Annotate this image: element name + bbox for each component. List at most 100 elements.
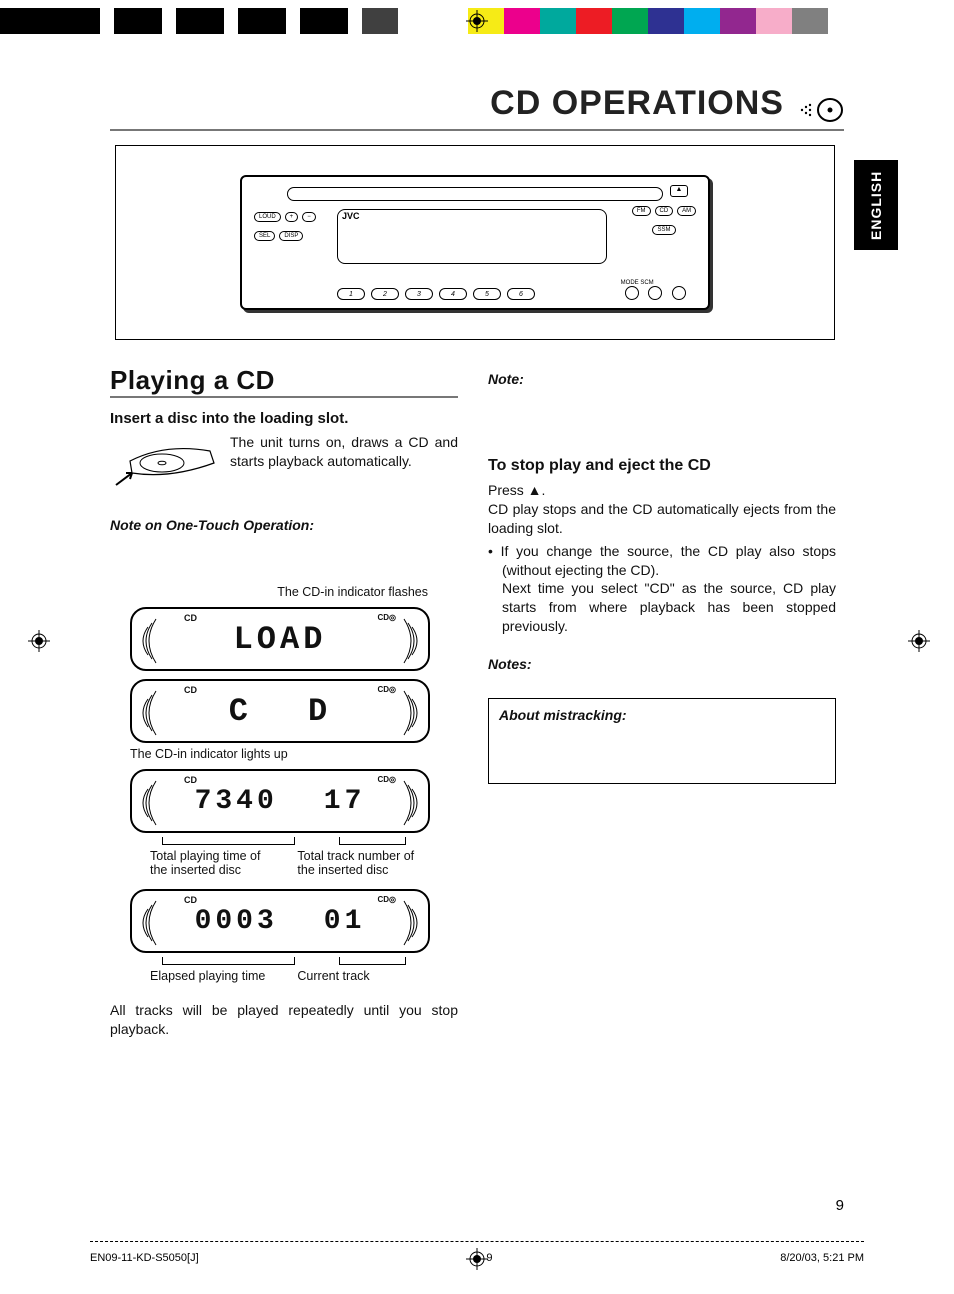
mode-scm-row: MODE SCM — [621, 280, 690, 302]
color-swatch — [176, 8, 224, 34]
stereo-left-btn: LOUD — [254, 212, 281, 222]
color-swatch — [720, 8, 756, 34]
lcd-left-arc-icon — [138, 899, 160, 947]
color-swatch — [828, 8, 928, 34]
note-heading: Note: — [488, 371, 836, 387]
preset-num: 3 — [405, 288, 433, 300]
right-button-cluster: FM CDAMSSM — [628, 199, 700, 237]
lcd-elapsed: CD CD◎ 0003 01 — [130, 889, 430, 953]
stop-eject-heading: To stop play and eject the CD — [488, 457, 836, 475]
li1-text: If you change the source, the CD play al… — [501, 543, 836, 578]
stereo-illustration-box: ▲ JVC LOUD+−SELDISP FMCDAMSSM 123456 MOD… — [115, 145, 835, 340]
registration-mark-icon — [908, 630, 930, 652]
cd-icon — [798, 97, 844, 123]
caption-total-time: Total playing time of the inserted disc — [150, 849, 271, 877]
stereo-left-btn: DISP — [279, 231, 303, 241]
color-swatch — [792, 8, 828, 34]
stereo-right-btn: FM — [632, 206, 651, 216]
one-touch-note-heading: Note on One-Touch Operation: — [110, 517, 458, 533]
left-button-cluster: LOUD+−SELDISP — [252, 205, 327, 277]
stereo-right-btn: CD — [655, 206, 674, 216]
lcd-total-tracks: 17 — [324, 786, 366, 817]
cd-in-icon: CD◎ — [377, 775, 396, 784]
footer-datetime: 8/20/03, 5:21 PM — [780, 1252, 864, 1264]
brand-label: JVC — [342, 211, 360, 221]
mistracking-box: About mistracking: — [488, 698, 836, 784]
lcd-cd-d: D — [308, 693, 331, 730]
lcd-current-track: 01 — [324, 906, 366, 937]
lcd-cd-label: CD — [184, 685, 197, 695]
color-swatch — [100, 8, 114, 34]
lcd-cd-label: CD — [184, 613, 197, 623]
press-eject: Press ▲. — [488, 481, 836, 500]
color-swatch — [684, 8, 720, 34]
cd-slot — [287, 187, 663, 201]
color-swatch — [286, 8, 300, 34]
footer-doc-id: EN09-11-KD-S5050[J] — [90, 1252, 199, 1264]
color-swatch — [300, 8, 348, 34]
left-column: Playing a CD Insert a disc into the load… — [110, 365, 458, 1039]
color-swatch — [648, 8, 684, 34]
lcd-cd-label: CD — [184, 775, 197, 785]
caption-total-tracks: Total track number of the inserted disc — [297, 849, 418, 877]
stereo-left-btn: SEL — [254, 231, 275, 241]
color-swatch — [398, 8, 468, 34]
caption-current-track: Current track — [297, 969, 418, 983]
page-number: 9 — [836, 1197, 844, 1214]
eject-button-icon: ▲ — [670, 185, 688, 197]
color-swatch — [756, 8, 792, 34]
lcd-elapsed-time: 0003 — [195, 906, 278, 937]
lcd-left-arc-icon — [138, 779, 160, 827]
footer: EN09-11-KD-S5050[J] 9 8/20/03, 5:21 PM — [90, 1241, 864, 1264]
lcd-cd-c: C — [229, 693, 252, 730]
color-swatch — [362, 8, 398, 34]
insert-disc-text: The unit turns on, draws a CD and starts… — [230, 433, 458, 493]
power-knob-icon — [672, 286, 686, 300]
registration-mark-icon — [28, 630, 50, 652]
lcd-load: CD CD◎ LOAD — [130, 607, 430, 671]
mode-knob-icon — [625, 286, 639, 300]
mistracking-title: About mistracking: — [499, 707, 825, 723]
lcd-cd: CD CD◎ C D — [130, 679, 430, 743]
color-swatch — [114, 8, 162, 34]
language-tab: ENGLISH — [854, 160, 898, 250]
footer-page: 9 — [486, 1252, 492, 1264]
stereo-right-btn: AM — [677, 206, 696, 216]
color-swatch — [540, 8, 576, 34]
playing-cd-heading: Playing a CD — [110, 365, 458, 398]
lcd-load-text: LOAD — [234, 621, 327, 658]
color-swatch — [162, 8, 176, 34]
color-swatch — [612, 8, 648, 34]
lcd-left-arc-icon — [138, 617, 160, 665]
lcd-right-arc-icon — [400, 899, 422, 947]
right-column: Note: To stop play and eject the CD Pres… — [488, 365, 836, 1039]
repeat-play-note: All tracks will be played repeatedly unt… — [110, 1001, 458, 1039]
mode-labels: MODE SCM — [621, 280, 654, 286]
preset-num: 5 — [473, 288, 501, 300]
insert-disc-subhead: Insert a disc into the loading slot. — [110, 410, 458, 427]
cd-in-icon: CD◎ — [377, 895, 396, 904]
stereo-display — [337, 209, 607, 264]
stereo-left-btn: + — [285, 212, 299, 222]
cd-in-lights-caption: The CD-in indicator lights up — [130, 747, 438, 761]
color-swatch — [576, 8, 612, 34]
cd-in-lit-icon: CD◎ — [377, 685, 396, 694]
lcd-right-arc-icon — [400, 779, 422, 827]
color-swatch — [348, 8, 362, 34]
lcd-left-arc-icon — [138, 689, 160, 737]
lcd-right-arc-icon — [400, 689, 422, 737]
preset-number-row: 123456 — [337, 288, 535, 300]
li2-text: Next time you select "CD" as the source,… — [502, 580, 836, 634]
preset-num: 4 — [439, 288, 467, 300]
notes-heading: Notes: — [488, 656, 836, 672]
lcd-total: CD CD◎ 7340 17 — [130, 769, 430, 833]
lcd-cd-label: CD — [184, 895, 197, 905]
preset-num: 2 — [371, 288, 399, 300]
preset-num: 1 — [337, 288, 365, 300]
page-title: CD OPERATIONS — [490, 84, 784, 123]
cd-in-flash-icon: CD◎ — [377, 613, 396, 622]
stereo-unit: ▲ JVC LOUD+−SELDISP FMCDAMSSM 123456 MOD… — [240, 175, 710, 310]
color-swatch — [224, 8, 238, 34]
stereo-right-btn: SSM — [652, 225, 675, 235]
color-swatch — [504, 8, 540, 34]
